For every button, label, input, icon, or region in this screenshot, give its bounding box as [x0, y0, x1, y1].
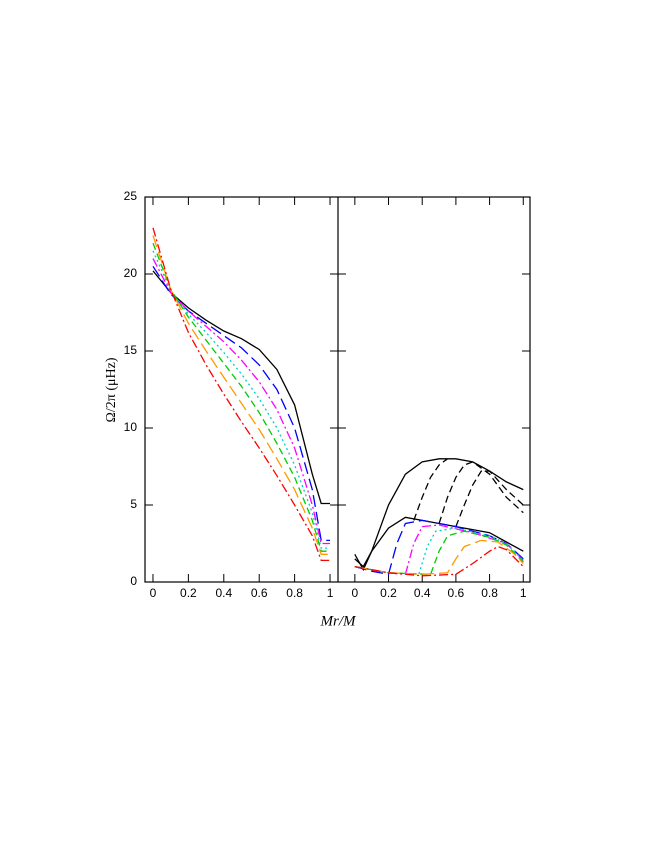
data-line: [455, 470, 524, 527]
data-line: [354, 527, 524, 575]
x-tick-label: 0: [351, 586, 358, 600]
data-line: [152, 250, 330, 549]
x-tick-label: 0.4: [215, 586, 232, 600]
data-line: [152, 235, 330, 555]
data-line: [438, 461, 524, 524]
y-tick-label: 20: [124, 266, 138, 280]
y-tick-label: 5: [130, 497, 137, 511]
data-line: [152, 227, 330, 562]
data-line: [354, 539, 524, 575]
data-line: [354, 519, 524, 576]
y-tick-label: 0: [130, 574, 137, 588]
data-line: [354, 524, 524, 575]
x-tick-label: 0.4: [414, 586, 431, 600]
x-tick-label: 0.2: [180, 586, 197, 600]
data-line: [152, 270, 330, 505]
y-tick-label: 15: [124, 343, 138, 357]
x-tick-label: 0.2: [380, 586, 397, 600]
y-tick-label: 10: [124, 420, 138, 434]
x-tick-label: 0.8: [286, 586, 303, 600]
data-line: [413, 458, 448, 521]
x-tick-label: 0.6: [448, 586, 465, 600]
y-axis-label: Ω/2π (μHz): [104, 357, 119, 422]
y-tick-label: 25: [124, 189, 138, 203]
x-tick-label: 0.8: [481, 586, 498, 600]
x-tick-label: 0.6: [251, 586, 268, 600]
data-line: [354, 545, 524, 577]
x-axis-label: Mr/M: [320, 613, 358, 629]
x-tick-label: 1: [520, 586, 527, 600]
x-tick-label: 0: [150, 586, 157, 600]
data-line: [354, 530, 524, 575]
x-tick-label: 1: [327, 586, 334, 600]
data-line: [152, 258, 330, 545]
data-line: [152, 242, 330, 552]
